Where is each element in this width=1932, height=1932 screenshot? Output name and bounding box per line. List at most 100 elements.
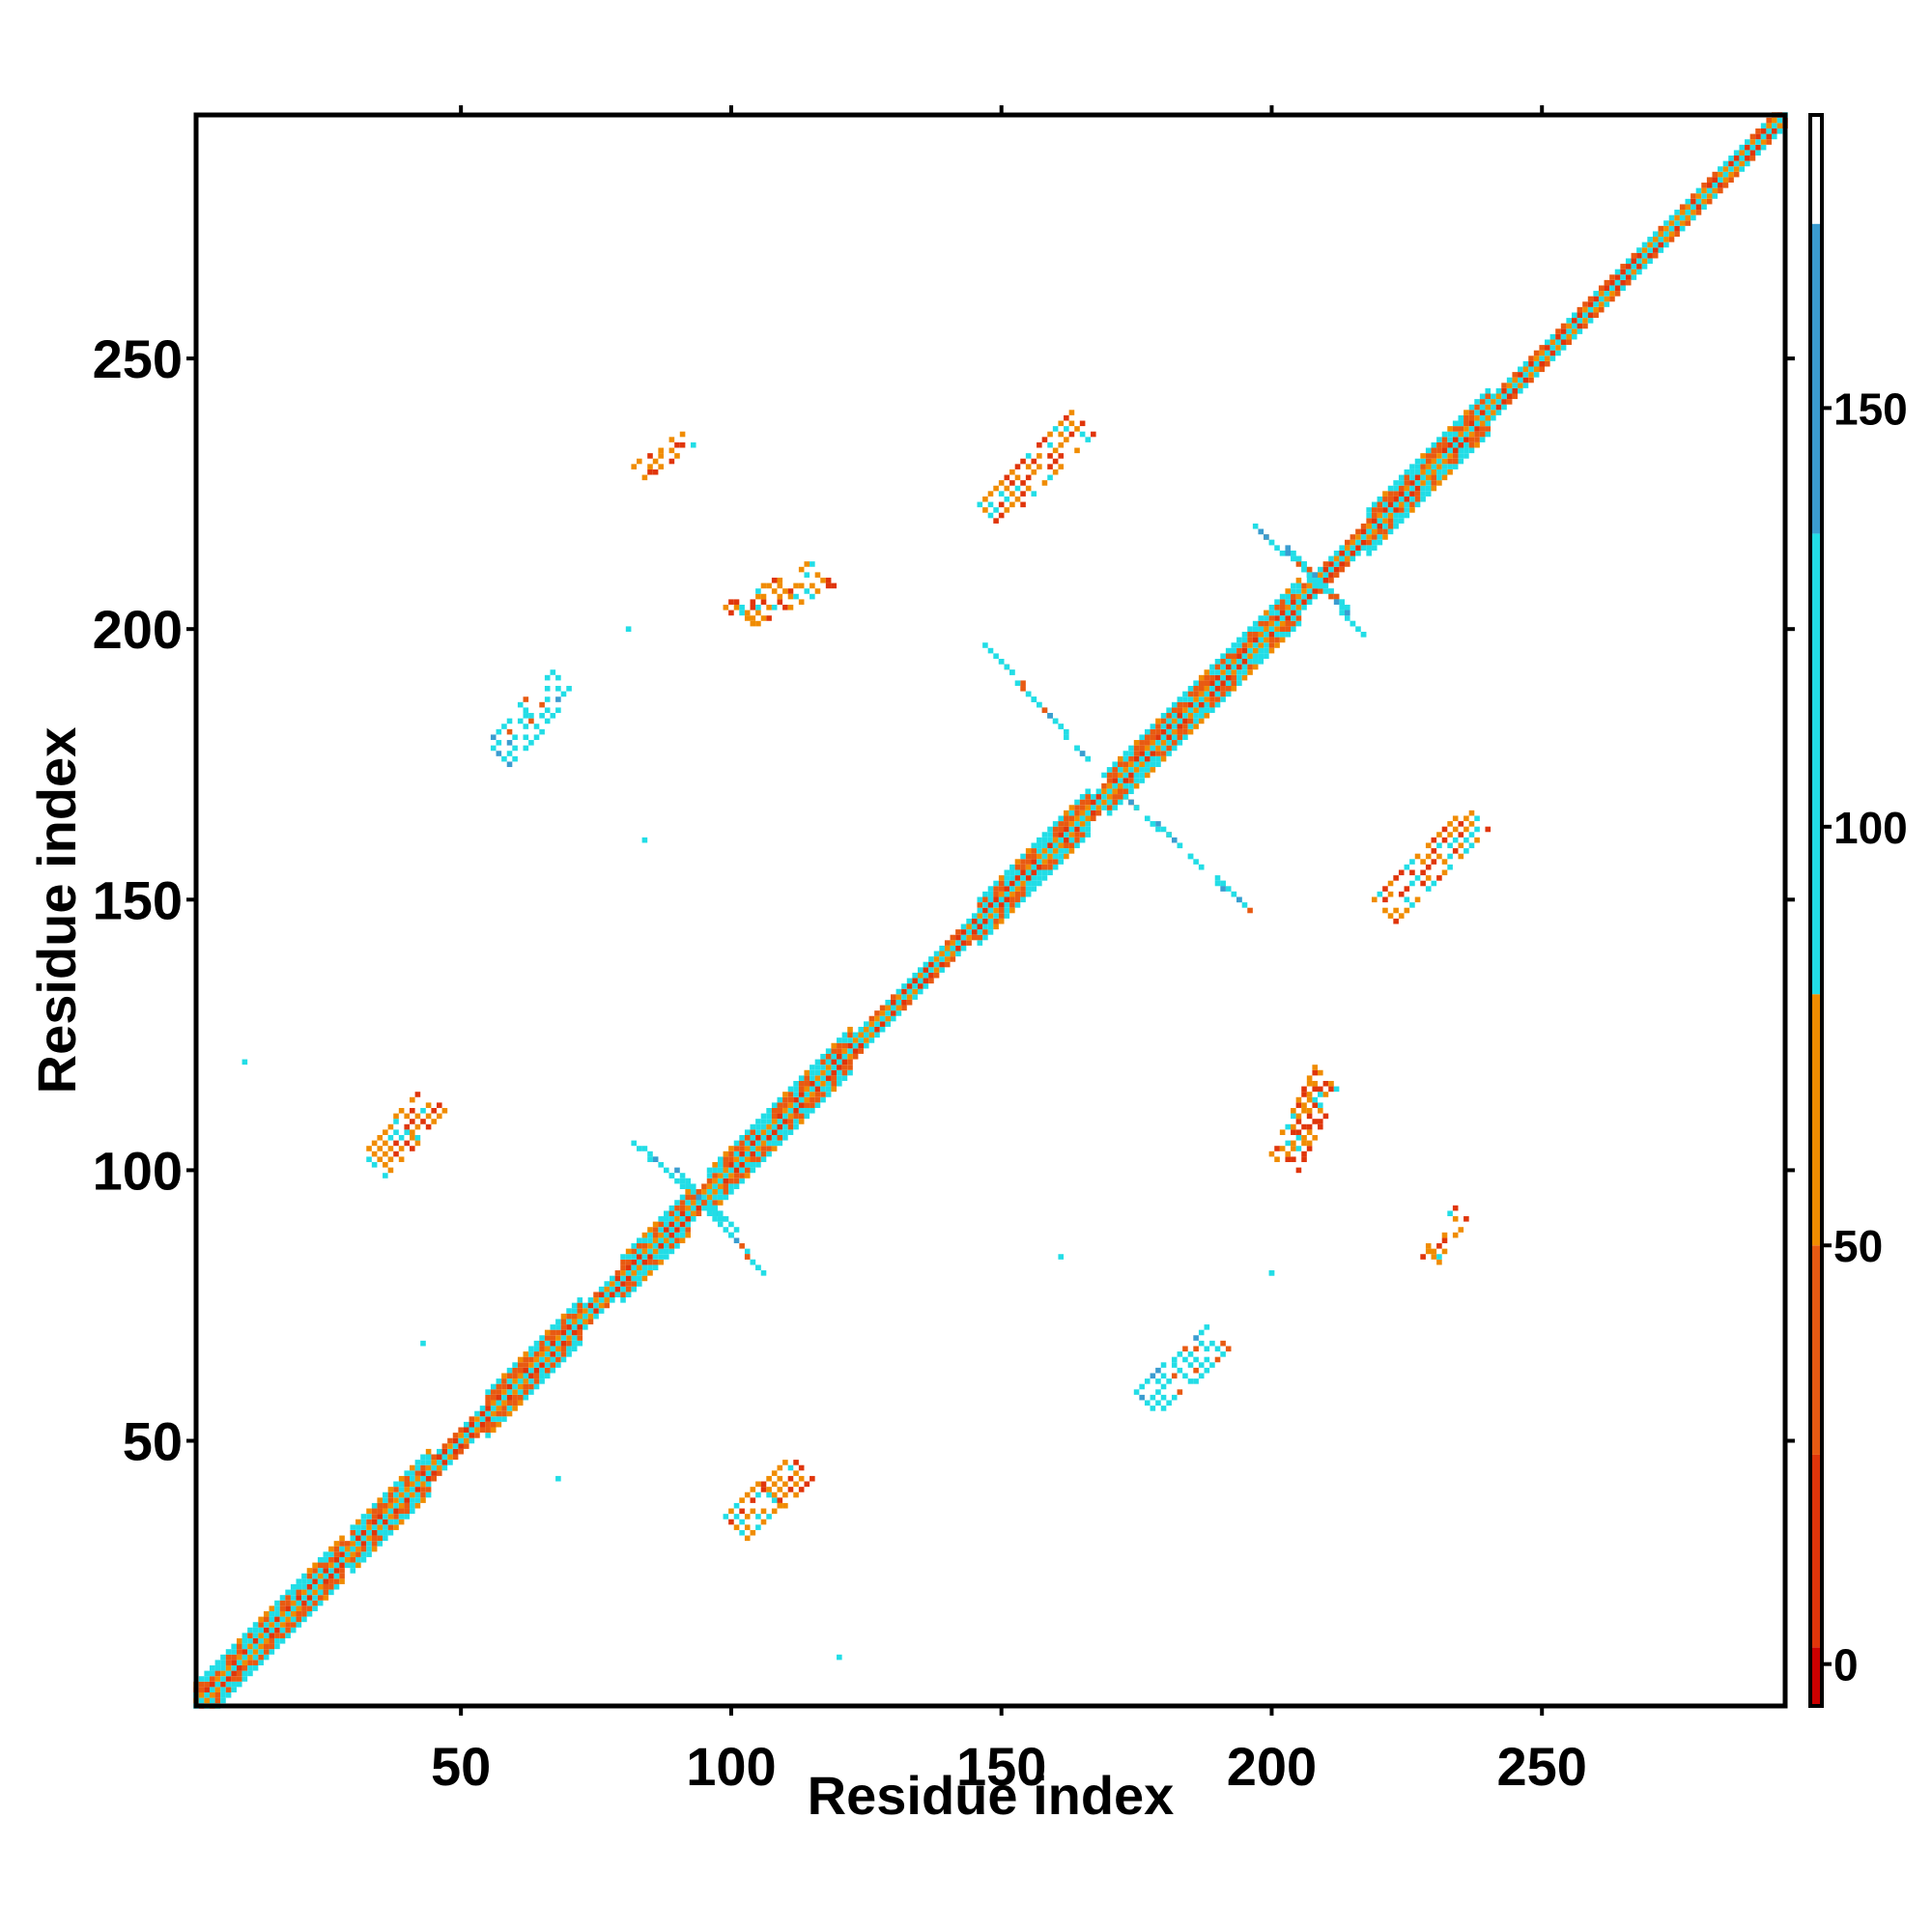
heatmap-cell xyxy=(1101,805,1107,810)
heatmap-cell xyxy=(1301,1134,1307,1141)
heatmap-cell xyxy=(1014,859,1021,865)
heatmap-cell xyxy=(1495,410,1502,415)
heatmap-cell xyxy=(269,1605,275,1611)
heatmap-cell xyxy=(793,1102,799,1108)
heatmap-cell xyxy=(771,577,778,583)
heatmap-cell xyxy=(1068,821,1075,827)
y-tick-label: 250 xyxy=(93,328,183,389)
heatmap-cell xyxy=(225,1660,232,1665)
heatmap-cell xyxy=(410,1481,415,1488)
heatmap-cell xyxy=(631,1140,638,1147)
heatmap-cell xyxy=(1052,426,1059,432)
heatmap-cell xyxy=(1252,620,1259,627)
heatmap-cell xyxy=(404,1475,411,1482)
heatmap-cell xyxy=(1025,880,1032,887)
heatmap-cell xyxy=(820,577,826,583)
colorbar-band xyxy=(1810,533,1822,995)
heatmap-cell xyxy=(1518,372,1523,378)
heatmap-cell xyxy=(998,491,1005,497)
heatmap-cell xyxy=(1268,647,1275,654)
heatmap-cell xyxy=(571,1319,578,1325)
heatmap-cell xyxy=(868,1026,875,1033)
heatmap-cell xyxy=(1431,464,1437,469)
heatmap-cell xyxy=(1020,686,1026,692)
colorbar-band xyxy=(1810,223,1822,534)
heatmap-cell xyxy=(885,1015,891,1022)
heatmap-cell xyxy=(825,1053,832,1060)
heatmap-cell xyxy=(317,1562,324,1569)
heatmap-cell xyxy=(685,1205,691,1211)
heatmap-cell xyxy=(620,1264,626,1271)
heatmap-cell xyxy=(1425,458,1432,465)
heatmap-cell xyxy=(690,441,696,448)
heatmap-cell xyxy=(1252,659,1259,665)
heatmap-cell xyxy=(1468,441,1475,448)
heatmap-cell xyxy=(777,1096,783,1103)
x-tick-label: 250 xyxy=(1496,1736,1586,1797)
heatmap-cell xyxy=(1382,512,1388,519)
heatmap-cell xyxy=(1285,588,1292,594)
heatmap-cell xyxy=(393,1502,399,1509)
heatmap-cell xyxy=(1522,383,1529,388)
heatmap-cell xyxy=(787,593,794,600)
heatmap-cell xyxy=(1133,782,1140,789)
heatmap-cell xyxy=(425,1481,432,1488)
heatmap-cell xyxy=(496,1400,502,1406)
heatmap-cell xyxy=(355,1529,361,1536)
heatmap-cell xyxy=(1425,1248,1432,1255)
heatmap-cell xyxy=(1025,886,1032,892)
heatmap-cell xyxy=(1652,231,1659,238)
heatmap-cell xyxy=(1268,1270,1275,1276)
heatmap-cell xyxy=(1441,441,1448,448)
heatmap-cell xyxy=(1712,193,1719,199)
heatmap-cell xyxy=(1291,588,1296,594)
heatmap-cell xyxy=(410,1119,415,1124)
heatmap-cell xyxy=(1047,864,1053,870)
heatmap-cell xyxy=(198,1697,205,1704)
heatmap-cell xyxy=(987,891,994,897)
heatmap-cell xyxy=(1312,1065,1319,1070)
heatmap-cell xyxy=(771,1470,778,1476)
heatmap-cell xyxy=(1345,555,1350,562)
heatmap-cell xyxy=(1587,301,1594,307)
heatmap-cell xyxy=(820,1096,826,1103)
heatmap-cell xyxy=(517,1362,524,1368)
heatmap-cell xyxy=(1091,794,1096,800)
heatmap-cell xyxy=(1371,539,1378,546)
x-tick-label: 200 xyxy=(1227,1736,1317,1797)
heatmap-cell xyxy=(1225,1346,1232,1352)
heatmap-cell xyxy=(555,1335,561,1341)
heatmap-cell xyxy=(1285,1123,1292,1130)
heatmap-cell xyxy=(1020,680,1026,686)
heatmap-cell xyxy=(1182,691,1188,697)
heatmap-cell xyxy=(1398,491,1405,497)
heatmap-cell xyxy=(1279,620,1286,627)
heatmap-cell xyxy=(858,1032,865,1038)
heatmap-cell xyxy=(1539,355,1546,361)
heatmap-cell xyxy=(1766,117,1773,124)
heatmap-cell xyxy=(1458,853,1464,860)
heatmap-cell xyxy=(1031,864,1037,870)
heatmap-cell xyxy=(1220,669,1226,675)
heatmap-cell xyxy=(1441,469,1448,475)
heatmap-cell xyxy=(1091,799,1096,806)
heatmap-cell xyxy=(998,886,1005,892)
heatmap-cell xyxy=(225,1687,232,1692)
heatmap-cell xyxy=(285,1627,291,1634)
heatmap-cell xyxy=(506,740,513,746)
heatmap-cell xyxy=(1491,393,1496,400)
heatmap-cell xyxy=(1441,431,1448,438)
heatmap-cell xyxy=(236,1670,242,1677)
heatmap-cell xyxy=(1312,577,1319,583)
heatmap-cell xyxy=(982,891,988,897)
heatmap-cell xyxy=(923,983,929,989)
heatmap-cell xyxy=(1004,664,1010,670)
heatmap-cell xyxy=(1409,902,1415,908)
heatmap-cell xyxy=(658,1237,664,1244)
heatmap-cell xyxy=(837,1059,842,1065)
heatmap-cell xyxy=(1545,339,1550,346)
heatmap-cell xyxy=(350,1568,356,1574)
heatmap-cell xyxy=(717,1189,724,1195)
heatmap-cell xyxy=(528,1367,534,1374)
heatmap-cell xyxy=(1264,610,1269,616)
